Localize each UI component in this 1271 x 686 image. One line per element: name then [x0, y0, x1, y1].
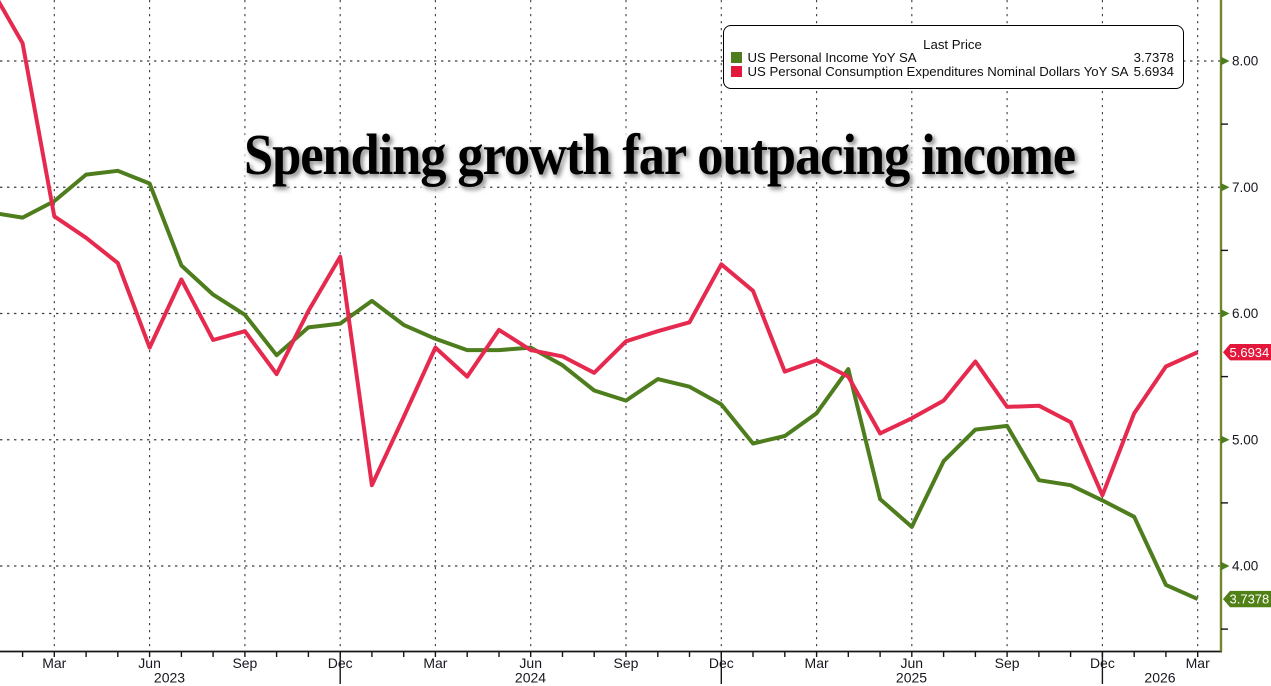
- svg-text:2025: 2025: [896, 670, 927, 686]
- svg-text:Sep: Sep: [614, 655, 639, 671]
- svg-text:Mar: Mar: [42, 655, 66, 671]
- svg-text:Dec: Dec: [709, 655, 734, 671]
- svg-text:6.00: 6.00: [1232, 306, 1258, 321]
- svg-text:8.00: 8.00: [1232, 54, 1258, 69]
- svg-text:Dec: Dec: [1090, 655, 1115, 671]
- svg-text:Jun: Jun: [901, 655, 924, 671]
- svg-text:Mar: Mar: [1186, 655, 1210, 671]
- svg-text:3.7378: 3.7378: [1230, 592, 1270, 607]
- svg-text:5.00: 5.00: [1232, 432, 1258, 447]
- svg-text:5.6934: 5.6934: [1230, 345, 1270, 360]
- svg-text:Jun: Jun: [519, 655, 542, 671]
- svg-text:Dec: Dec: [328, 655, 353, 671]
- svg-text:Mar: Mar: [423, 655, 447, 671]
- svg-text:2024: 2024: [515, 670, 546, 686]
- svg-text:4.00: 4.00: [1232, 559, 1258, 574]
- svg-text:Sep: Sep: [232, 655, 257, 671]
- svg-text:Jun: Jun: [138, 655, 161, 671]
- svg-text:Sep: Sep: [995, 655, 1020, 671]
- svg-text:Mar: Mar: [805, 655, 829, 671]
- svg-text:2026: 2026: [1144, 670, 1175, 686]
- svg-text:2023: 2023: [154, 670, 185, 686]
- svg-text:7.00: 7.00: [1232, 180, 1258, 195]
